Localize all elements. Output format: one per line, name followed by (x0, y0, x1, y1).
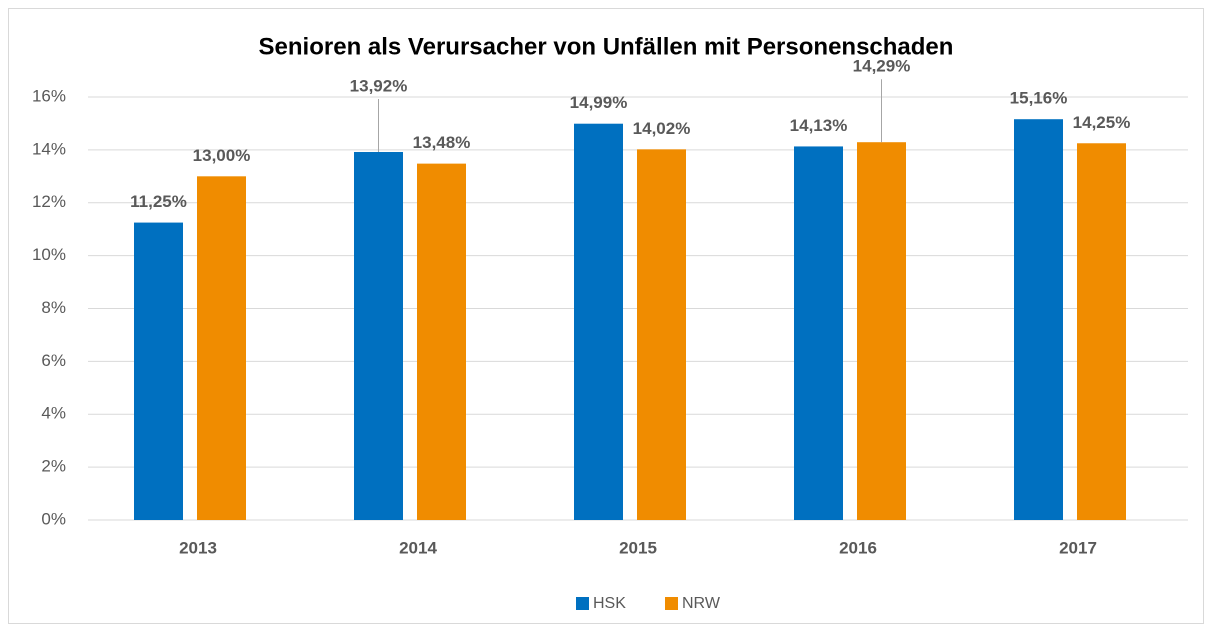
data-label: 13,92% (350, 76, 408, 95)
y-tick-label: 12% (32, 192, 66, 211)
y-tick-label: 4% (41, 404, 66, 423)
bar (574, 123, 623, 520)
y-tick-label: 10% (32, 245, 66, 264)
data-label: 11,25% (130, 192, 187, 211)
data-label: 13,00% (193, 146, 251, 165)
data-label: 14,25% (1073, 113, 1131, 132)
x-tick-label: 2015 (619, 538, 657, 557)
x-tick-label: 2014 (399, 538, 437, 557)
bar (1077, 143, 1126, 520)
data-label: 14,13% (790, 116, 848, 135)
legend-label: HSK (593, 595, 626, 612)
chart-title: Senioren als Verursacher von Unfällen mi… (259, 33, 954, 60)
y-tick-label: 14% (32, 139, 66, 158)
x-tick-label: 2017 (1059, 538, 1097, 557)
legend-swatch (665, 597, 678, 610)
bar (857, 142, 906, 520)
legend-swatch (576, 597, 589, 610)
bar (354, 151, 403, 521)
data-label: 13,48% (413, 133, 471, 152)
data-label: 14,29% (853, 57, 911, 76)
x-tick-label: 2013 (179, 538, 217, 557)
bar (1014, 119, 1063, 521)
y-tick-label: 6% (41, 351, 66, 370)
bar (794, 146, 843, 521)
y-tick-label: 2% (41, 457, 66, 476)
legend-label: NRW (682, 595, 721, 612)
bar (197, 176, 246, 520)
bar (134, 222, 183, 520)
y-tick-label: 0% (41, 509, 66, 528)
y-tick-label: 16% (32, 86, 66, 105)
x-tick-label: 2016 (839, 538, 877, 557)
data-label: 14,02% (633, 119, 691, 138)
bar (417, 163, 466, 520)
data-label: 15,16% (1010, 89, 1068, 108)
y-tick-label: 8% (41, 298, 66, 317)
bar (637, 149, 686, 520)
data-label: 14,99% (570, 93, 628, 112)
